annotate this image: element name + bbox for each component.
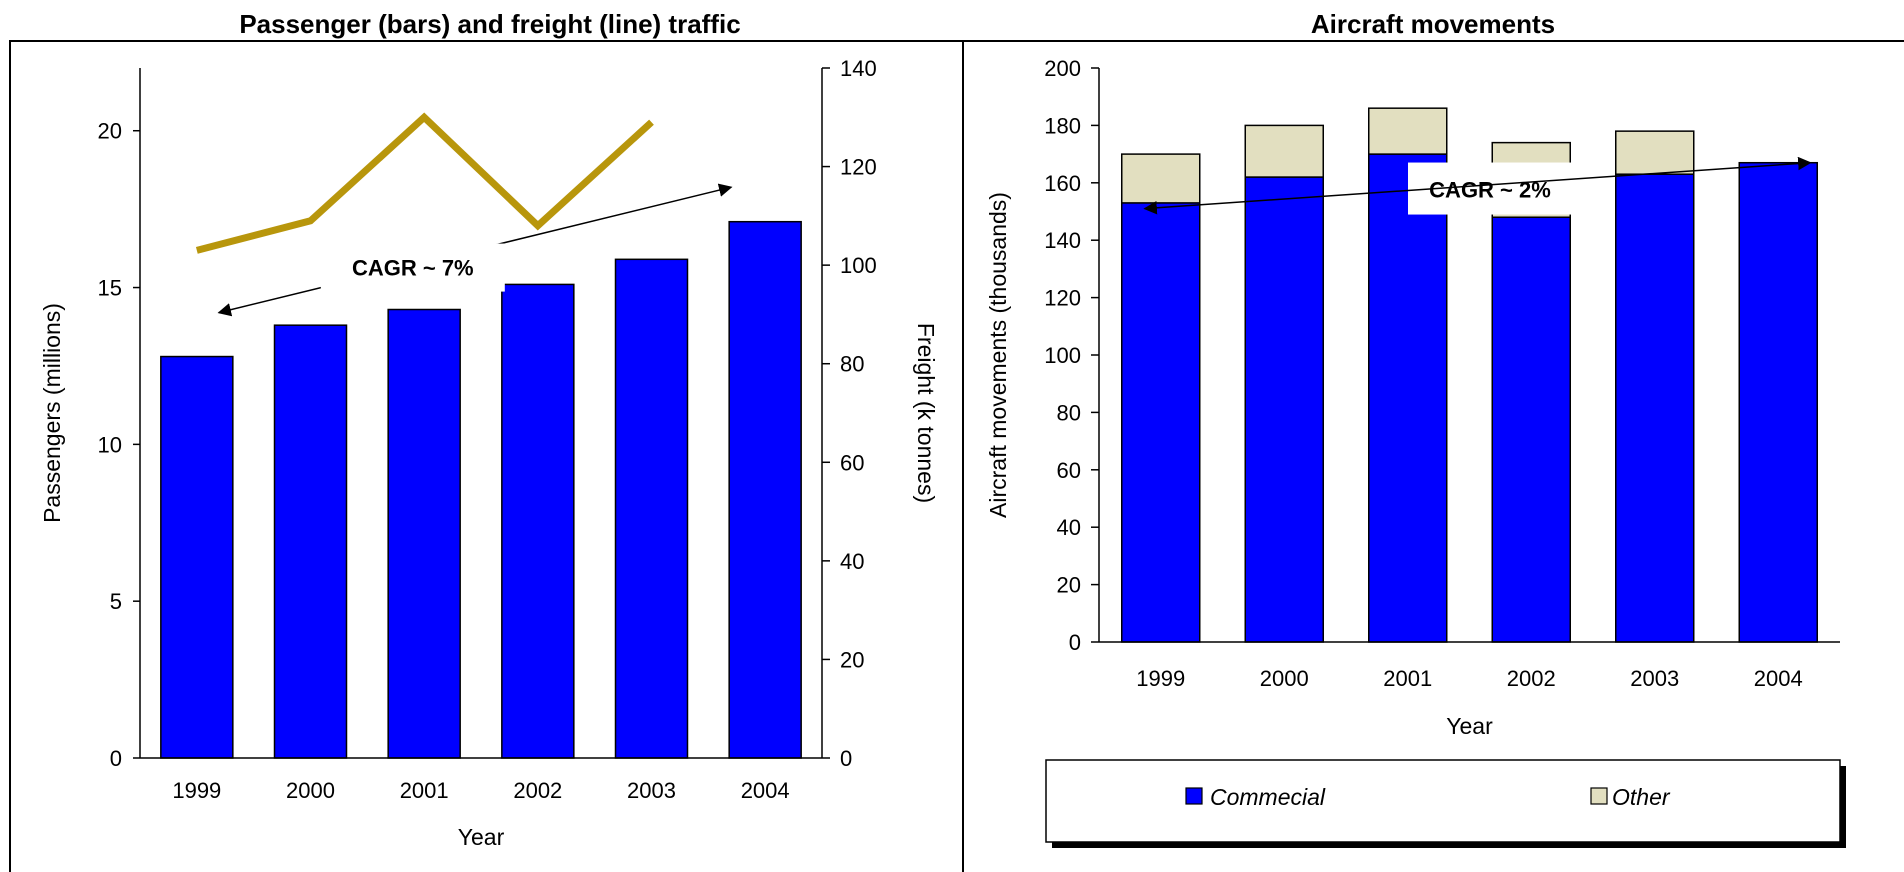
left-x-tick-label: 2001 bbox=[400, 778, 449, 803]
left-y-axis-title: Passengers (millions) bbox=[39, 303, 65, 523]
right-y-tick-label: 80 bbox=[1057, 400, 1081, 425]
commercial-bar-2004 bbox=[1738, 161, 1818, 643]
right-y-tick-label: 200 bbox=[1044, 56, 1081, 81]
right-chart-title: Aircraft movements bbox=[1310, 9, 1556, 39]
legend-other-swatch bbox=[1590, 787, 1608, 805]
commercial-bar-2000 bbox=[1244, 176, 1324, 643]
left-y2-tick-label: 140 bbox=[840, 56, 877, 81]
cagr-left-label: CAGR ~ 7% bbox=[352, 256, 474, 281]
left-x-tick-label: 2000 bbox=[286, 778, 335, 803]
passenger-bar-2001 bbox=[387, 308, 461, 759]
right-x-tick-label: 2001 bbox=[1383, 666, 1432, 691]
cagr-right-arrow bbox=[1143, 156, 1812, 215]
commercial-bar-1999 bbox=[1121, 202, 1201, 643]
right-x-tick-label: 2002 bbox=[1507, 666, 1556, 691]
cagr-left-label-bg bbox=[320, 243, 505, 292]
left-x-tick-label: 1999 bbox=[172, 778, 221, 803]
passenger-bar-1999 bbox=[160, 355, 234, 759]
left-y2-tick-label: 120 bbox=[840, 155, 877, 180]
left-y2-tick-label: 0 bbox=[840, 746, 852, 771]
left-y2-tick-label: 100 bbox=[840, 253, 877, 278]
right-y-tick-label: 0 bbox=[1069, 630, 1081, 655]
right-x-tick-label: 2000 bbox=[1260, 666, 1309, 691]
legend-other-label: Other bbox=[1612, 784, 1671, 810]
left-x-axis-title: Year bbox=[458, 824, 505, 850]
left-x-tick-label: 2004 bbox=[741, 778, 790, 803]
right-y-tick-label: 180 bbox=[1044, 113, 1081, 138]
right-x-tick-label: 1999 bbox=[1136, 666, 1185, 691]
commercial-bar-2002 bbox=[1491, 216, 1571, 643]
left-y-tick-label: 5 bbox=[110, 589, 122, 614]
panel-divider bbox=[962, 40, 964, 872]
left-y2-tick-label: 60 bbox=[840, 450, 864, 475]
right-y-tick-label: 140 bbox=[1044, 228, 1081, 253]
right-x-axis-title: Year bbox=[1446, 713, 1493, 739]
legend-commercial-label: Commecial bbox=[1210, 784, 1326, 810]
commercial-bar-2003 bbox=[1615, 173, 1695, 643]
right-y-tick-label: 20 bbox=[1057, 573, 1081, 598]
left-y-tick-label: 15 bbox=[98, 276, 122, 301]
legend-commercial-swatch bbox=[1185, 787, 1203, 805]
chart-frame bbox=[9, 40, 1904, 872]
commercial-bar-2001 bbox=[1368, 153, 1448, 643]
left-x-tick-label: 2003 bbox=[627, 778, 676, 803]
left-y-tick-label: 10 bbox=[98, 432, 122, 457]
other-bar-2003 bbox=[1615, 130, 1695, 175]
other-bar-2001 bbox=[1368, 107, 1448, 155]
passenger-bar-2003 bbox=[614, 258, 689, 759]
other-bar-2000 bbox=[1244, 124, 1324, 178]
right-y-tick-label: 40 bbox=[1057, 515, 1081, 540]
passenger-bar-2002 bbox=[501, 283, 575, 759]
right-y-tick-label: 120 bbox=[1044, 286, 1081, 311]
left-y-tick-label: 20 bbox=[98, 119, 122, 144]
left-y2-tick-label: 80 bbox=[840, 352, 864, 377]
right-x-tick-label: 2003 bbox=[1630, 666, 1679, 691]
left-y2-tick-label: 40 bbox=[840, 549, 864, 574]
right-x-tick-label: 2004 bbox=[1754, 666, 1803, 691]
passenger-bar-2004 bbox=[728, 220, 802, 759]
cagr-right-label: CAGR ~ 2% bbox=[1429, 178, 1551, 203]
right-y-tick-label: 100 bbox=[1044, 343, 1081, 368]
freight-line bbox=[195, 112, 654, 254]
right-y-tick-label: 60 bbox=[1057, 458, 1081, 483]
right-y-axis-title: Aircraft movements (thousands) bbox=[985, 192, 1011, 518]
left-y2-tick-label: 20 bbox=[840, 647, 864, 672]
left-x-tick-label: 2002 bbox=[513, 778, 562, 803]
left-y-tick-label: 0 bbox=[110, 746, 122, 771]
left-chart-title: Passenger (bars) and freight (line) traf… bbox=[239, 9, 741, 39]
passenger-bar-2000 bbox=[273, 324, 348, 759]
other-bar-1999 bbox=[1121, 153, 1201, 204]
right-y-tick-label: 160 bbox=[1044, 171, 1081, 196]
left-y2-axis-title: Freight (k tonnes) bbox=[913, 323, 939, 503]
legend-box bbox=[1045, 759, 1841, 843]
